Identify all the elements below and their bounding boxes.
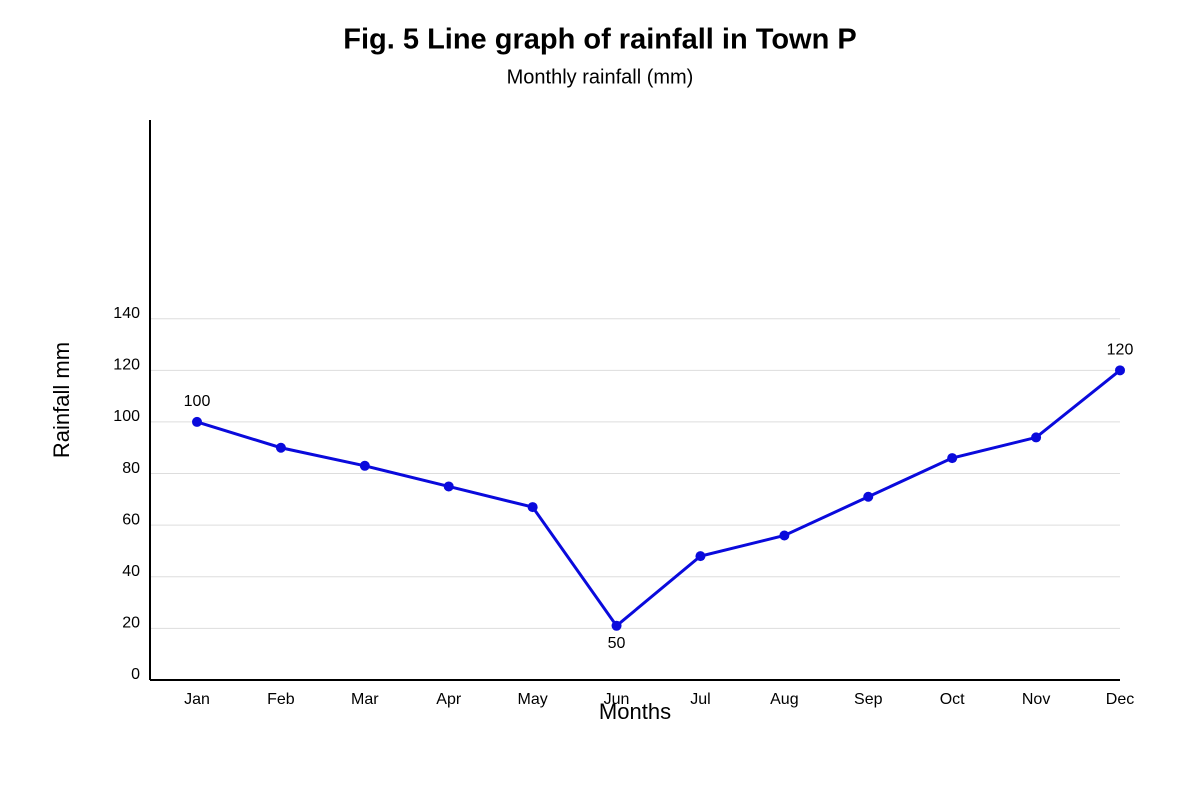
point [779, 530, 790, 541]
y-tick-label: 140 [113, 305, 140, 322]
y-tick-label: 60 [122, 511, 140, 528]
x-tick-label: Oct [940, 691, 965, 708]
point [863, 491, 874, 502]
line [196, 369, 1121, 628]
data-label: 100 [184, 393, 211, 410]
point [947, 453, 958, 464]
x-tick-label: Dec [1106, 691, 1134, 708]
y-tick-label: 20 [122, 615, 140, 632]
data-label: 120 [1107, 342, 1134, 359]
x-tick-label: Nov [1022, 691, 1050, 708]
point [1115, 365, 1125, 376]
x-tick-label: Jun [604, 691, 630, 708]
chart-title: Fig. 5 Line graph of rainfall in Town P [343, 24, 856, 56]
x-tick-label: Mar [351, 691, 379, 708]
y-axis-label: Rainfall mm [49, 342, 74, 458]
y-tick-label: 40 [122, 563, 140, 580]
x-tick-label: Jul [690, 691, 710, 708]
point [443, 481, 454, 492]
x-tick-label: Aug [770, 691, 798, 708]
point [1031, 432, 1042, 443]
point [695, 551, 706, 562]
x-tick-label: Apr [436, 691, 462, 708]
point [527, 502, 538, 513]
chart-subtitle: Monthly rainfall (mm) [507, 66, 694, 88]
x-axis-label: Months [599, 699, 671, 724]
point [275, 442, 286, 453]
data-label: 50 [608, 635, 626, 652]
x-tick-label: Jan [184, 691, 210, 708]
y-tick-label: 100 [113, 408, 140, 425]
point [192, 416, 202, 427]
x-tick-label: Feb [267, 691, 295, 708]
y-tick-label: 0 [131, 666, 140, 683]
y-tick-label: 120 [113, 357, 140, 374]
x-tick-label: May [518, 691, 548, 708]
point [359, 460, 370, 471]
point [611, 620, 622, 631]
x-tick-label: Sep [854, 691, 883, 708]
y-tick-label: 80 [122, 460, 140, 477]
